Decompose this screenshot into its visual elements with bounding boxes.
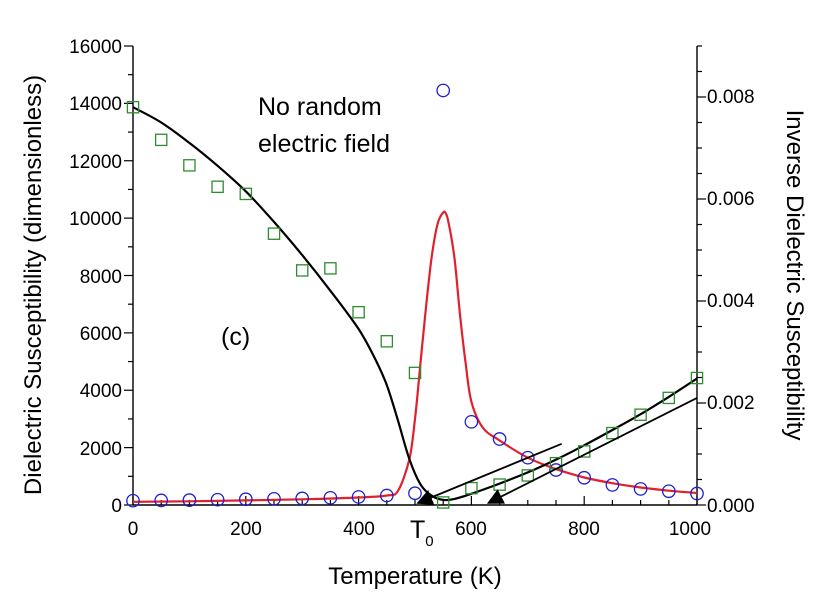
data-markers [126,83,704,509]
x-tick-200: 200 [230,519,262,540]
susceptibility-point [379,488,394,503]
susceptibility-point [154,493,169,508]
susceptibility-point [605,478,620,492]
susceptibility-point [492,432,507,446]
t0-subscript: 0 [425,533,433,550]
inverse-point [436,496,450,509]
arrows [416,397,698,505]
extrapolation-arrow-1 [486,397,698,504]
y-right-tick-0006: 0.006 [707,189,755,210]
susceptibility-point [351,490,366,504]
inverse-point [690,371,704,385]
inverse-point [606,426,619,440]
inverse-point [662,391,676,405]
y-left-tick-10000: 10000 [69,209,122,230]
susceptibility-point [238,492,253,507]
x-tick-400: 400 [343,519,375,540]
t0-main: T [410,516,425,544]
inverse-point [267,227,281,240]
susceptibility-point [182,493,197,507]
susceptibility-point [520,450,535,465]
susceptibility-point [464,414,479,429]
susceptibility-point [295,491,310,506]
x-tick-600: 600 [455,519,487,540]
y-left-tick-12000: 12000 [69,152,122,173]
susceptibility-point [436,83,451,98]
susceptibility-point [549,463,563,477]
susceptibility-point [577,470,592,485]
y-left-tick-16000: 16000 [69,37,122,58]
susceptibility-point [690,486,704,501]
susceptibility-point [323,490,338,505]
fit-line-3 [132,106,698,502]
y-left-tick-14000: 14000 [69,94,122,115]
y-left-axis-label: Dielectric Susceptibility (dimensionless… [20,75,47,495]
susceptibility-point [408,486,422,501]
y-right-tick-0004: 0.004 [707,291,755,312]
inverse-point [295,264,309,277]
extrapolation-arrow-0 [416,442,562,505]
susceptibility-point [210,492,225,507]
y-right-axis-label: Inverse Dielectric Susceptibility [781,110,808,441]
inverse-point [211,180,224,194]
y-right-tick-0: 0.000 [707,496,755,517]
x-tick-0: 0 [128,519,139,540]
inverse-point [465,481,478,495]
x-axis-label: Temperature (K) [328,563,501,590]
inverse-point [324,262,337,275]
susceptibility-point [661,484,676,499]
y-right-tick-0002: 0.002 [707,393,755,414]
x-tick-labels: 0 200 400 600 800 1000 [128,519,711,540]
inverse-point [521,469,535,482]
inverse-point [154,133,168,147]
inverse-point [408,366,422,380]
inverse-point [126,100,140,114]
y-left-tick-6000: 6000 [80,324,122,345]
y-left-tick-0: 0 [111,496,122,517]
inverse-point [634,408,647,421]
y-left-tick-2000: 2000 [80,439,122,460]
inverse-point [239,187,253,201]
x-tick-1000: 1000 [669,519,711,540]
inverse-point [380,335,394,348]
fit-lines [132,106,698,503]
y-left-tick-labels: 0 2000 4000 6000 8000 10000 12000 14000 … [69,37,122,517]
inverse-point [352,305,365,319]
annotation-line-2: electric field [258,130,390,158]
y-left-tick-8000: 8000 [80,267,122,288]
t0-label: T0 [410,516,434,550]
y-right-tick-0008: 0.008 [707,87,755,108]
panel-label: (c) [221,323,250,351]
y-left-tick-4000: 4000 [80,381,122,402]
susceptibility-point [126,493,140,508]
x-tick-800: 800 [568,519,600,540]
fit-line-1 [132,210,698,503]
susceptibility-point [267,491,281,506]
annotation-line-1: No random [258,93,382,121]
inverse-point [183,159,196,172]
y-right-tick-labels: 0.000 0.002 0.004 0.006 0.008 [707,87,755,517]
susceptibility-point [633,482,648,496]
axis-ticks [124,45,706,506]
